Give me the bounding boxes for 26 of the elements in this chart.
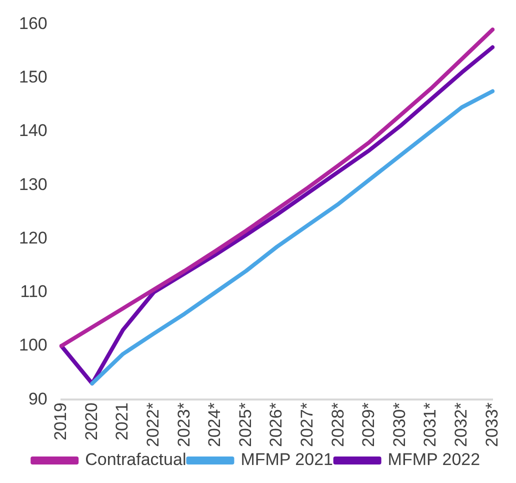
- x-tick-label: 2027*: [297, 402, 316, 448]
- x-tick-label: 2025*: [236, 402, 255, 448]
- x-tick-label: 2022*: [143, 402, 162, 448]
- y-tick-label: 150: [18, 68, 48, 87]
- x-tick-label: 2019: [51, 402, 70, 440]
- legend-label: MFMP 2022: [388, 450, 480, 470]
- y-tick-label: 130: [18, 174, 48, 194]
- x-tick-label: 2026*: [266, 402, 286, 448]
- legend-label: Contrafactual: [85, 450, 186, 470]
- x-tick-label: 2021: [112, 402, 132, 440]
- x-tick-label: 2033*: [482, 402, 502, 448]
- x-tick-label: 2032*: [451, 402, 470, 448]
- y-tick-label: 140: [18, 121, 48, 140]
- x-tick-label: 2028*: [328, 402, 348, 448]
- y-tick-label: 120: [18, 228, 48, 248]
- x-tick-label: 2024*: [205, 402, 224, 448]
- legend-label: MFMP 2021: [240, 450, 333, 470]
- y-tick-label: 100: [18, 336, 48, 355]
- y-tick-label: 110: [20, 282, 48, 302]
- x-tick-label: 2030*: [390, 402, 409, 448]
- y-tick-label: 90: [28, 389, 48, 408]
- x-tick-label: 2029*: [359, 402, 378, 448]
- y-tick-label: 160: [18, 14, 48, 33]
- x-tick-label: 2031*: [420, 402, 440, 448]
- x-tick-label: 2023*: [174, 402, 194, 448]
- x-tick-label: 2020: [82, 402, 101, 440]
